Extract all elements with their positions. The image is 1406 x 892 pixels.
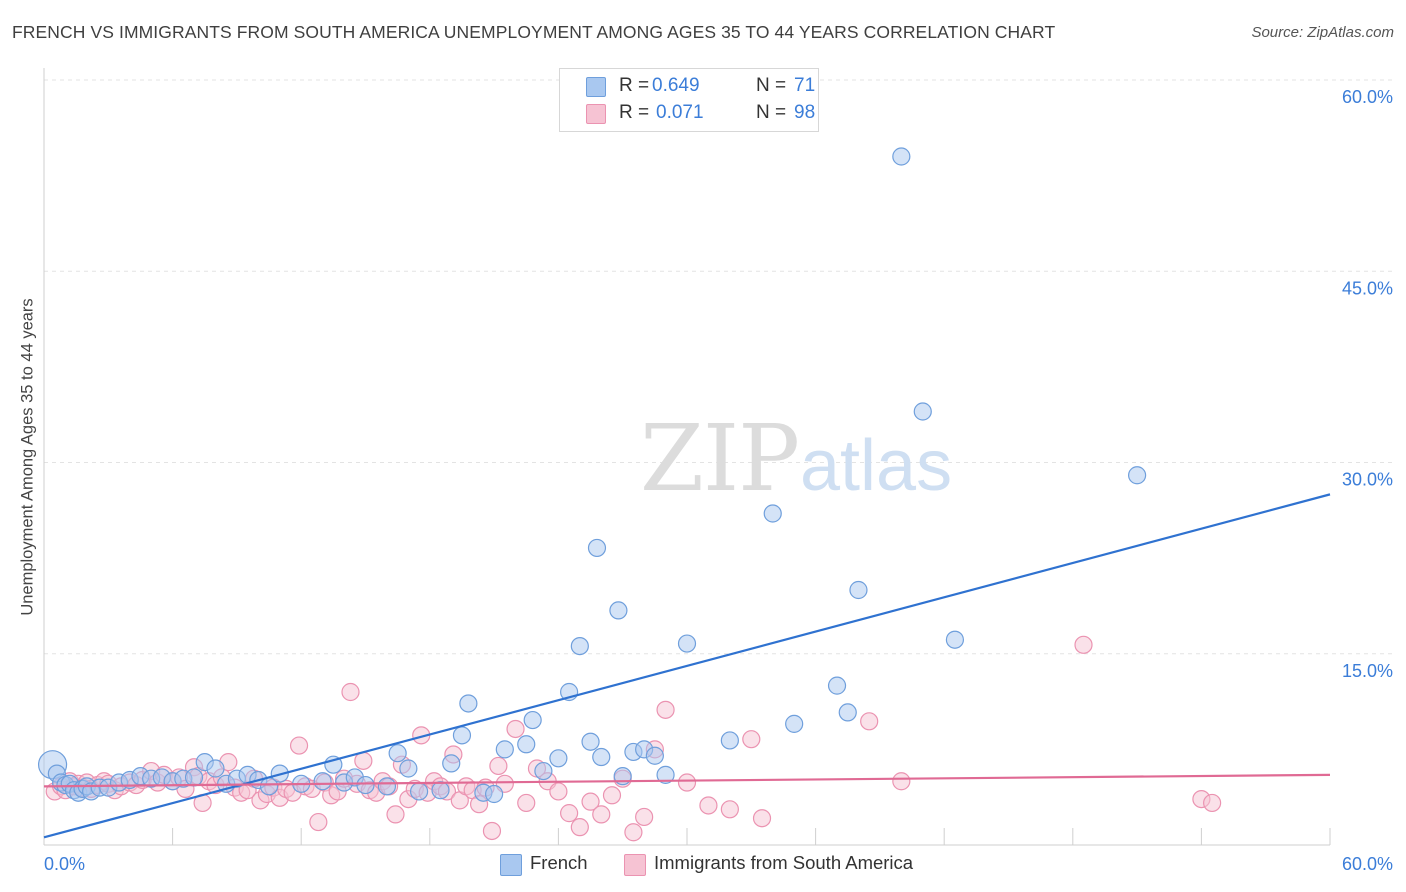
bottom-legend-immigrants-label: Immigrants from South America xyxy=(654,852,914,873)
immigrants-point xyxy=(309,812,328,832)
grid-lines xyxy=(44,79,1395,655)
trend-lines xyxy=(43,493,1331,839)
french-point xyxy=(677,634,697,653)
french-point xyxy=(356,775,375,795)
french-point xyxy=(485,784,504,804)
watermark-zip: ZIP xyxy=(640,405,800,512)
immigrants-point xyxy=(699,796,718,815)
y-tick-label: 15.0% xyxy=(1342,661,1393,681)
french-n-value: 71 xyxy=(794,75,816,96)
n-label: N = xyxy=(756,102,787,123)
immigrants-point xyxy=(752,809,772,828)
french-point xyxy=(534,761,553,781)
immigrants-point xyxy=(624,823,643,842)
correlation-legend: R = 0.649 N = 71 R = 0.071 N = 98 xyxy=(559,68,819,132)
french-point xyxy=(570,636,589,656)
y-tick-label: 45.0% xyxy=(1342,278,1393,298)
r-label: R = xyxy=(619,75,650,96)
french-point xyxy=(720,731,739,750)
french-point xyxy=(581,732,600,751)
bottom-legend-french-label: French xyxy=(530,852,588,873)
french-point xyxy=(785,714,804,733)
immigrants-points xyxy=(45,635,1222,842)
immigrants-point xyxy=(592,805,611,824)
immigrants-swatch xyxy=(586,104,606,124)
immigrants-point xyxy=(386,805,405,824)
french-point xyxy=(945,630,965,649)
immigrants-trend-line xyxy=(43,773,1331,788)
french-point xyxy=(763,504,782,523)
french-point xyxy=(609,601,628,620)
axes xyxy=(43,68,1331,846)
french-points xyxy=(37,147,1147,804)
immigrants-point xyxy=(1074,635,1093,654)
french-point xyxy=(1127,466,1147,485)
immigrants-point xyxy=(860,712,879,731)
french-point xyxy=(388,744,407,763)
french-r-value: 0.649 xyxy=(652,75,700,96)
french-point xyxy=(399,759,418,778)
immigrants-point xyxy=(560,804,579,823)
r-label: R = xyxy=(619,102,650,123)
immigrants-point xyxy=(341,682,360,702)
french-point xyxy=(452,726,472,745)
immigrants-point xyxy=(581,792,600,811)
french-point xyxy=(849,580,868,600)
immigrants-point xyxy=(635,807,654,827)
immigrants-point xyxy=(602,786,622,805)
french-point xyxy=(645,746,664,765)
immigrants-point xyxy=(570,818,589,837)
french-point xyxy=(377,777,397,796)
french-point xyxy=(827,676,847,695)
immigrants-point xyxy=(482,821,502,841)
french-point xyxy=(913,402,932,421)
tick-labels: 15.0% 30.0% 45.0% 60.0% 0.0% 60.0% xyxy=(44,87,1393,874)
y-tick-label: 60.0% xyxy=(1342,87,1393,107)
source-attribution: Source: ZipAtlas.com xyxy=(1251,24,1394,41)
immigrants-n-value: 98 xyxy=(794,102,816,123)
watermark-atlas: atlas xyxy=(800,426,952,506)
x-tick-label: 60.0% xyxy=(1342,854,1393,874)
french-point xyxy=(313,772,332,791)
french-point xyxy=(459,694,478,713)
french-swatch xyxy=(586,77,606,97)
immigrants-point xyxy=(742,730,761,749)
french-swatch xyxy=(500,854,522,876)
french-point xyxy=(517,735,536,754)
french-point xyxy=(409,782,429,801)
french-point xyxy=(523,710,542,730)
immigrants-point xyxy=(656,700,675,719)
immigrants-point xyxy=(720,800,739,819)
immigrants-point xyxy=(489,756,508,776)
x-tick-label: 0.0% xyxy=(44,854,85,874)
french-point xyxy=(431,781,450,800)
n-label: N = xyxy=(756,75,787,96)
immigrants-point xyxy=(1203,793,1222,813)
immigrants-swatch xyxy=(624,854,646,876)
french-point xyxy=(549,749,568,768)
immigrants-point xyxy=(549,782,568,801)
chart-title: FRENCH VS IMMIGRANTS FROM SOUTH AMERICA … xyxy=(12,22,1056,42)
y-tick-label: 30.0% xyxy=(1342,470,1393,490)
immigrants-point xyxy=(892,772,911,791)
immigrants-point xyxy=(289,736,309,755)
french-point xyxy=(587,538,607,558)
french-point xyxy=(592,747,611,767)
french-point xyxy=(442,754,461,773)
immigrants-r-value: 0.071 xyxy=(656,102,704,123)
french-point xyxy=(206,759,225,778)
french-point xyxy=(184,768,204,787)
french-point xyxy=(495,740,514,759)
french-point xyxy=(838,703,857,722)
french-trend-line xyxy=(43,493,1331,839)
immigrants-point xyxy=(677,773,697,792)
immigrants-point xyxy=(517,793,536,813)
french-point xyxy=(892,147,911,166)
french-point xyxy=(656,765,675,784)
immigrants-point xyxy=(506,719,525,739)
